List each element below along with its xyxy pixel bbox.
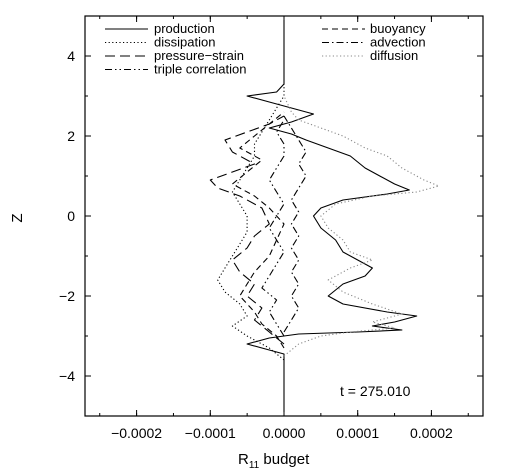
x-axis-title-base: R xyxy=(238,451,249,468)
legend-label: buoyancy xyxy=(370,21,426,36)
legend-label: production xyxy=(154,21,215,36)
legend-label: pressure−strain xyxy=(154,48,244,63)
x-axis-title-rest: budget xyxy=(259,451,310,468)
x-tick-label: 0.0002 xyxy=(410,425,453,441)
legend-label: advection xyxy=(370,35,426,50)
axis-ticks: −0.0002 −0.0001 0.0000 0.0001 0.0002 −4 −2 0 2 4 xyxy=(59,15,483,441)
legend-label: triple correlation xyxy=(154,62,247,77)
y-axis-title: Z xyxy=(9,213,26,222)
series-diffusion xyxy=(283,95,440,357)
series-lines xyxy=(209,20,440,412)
y-tick-label: −4 xyxy=(59,368,75,384)
y-tick-label: 0 xyxy=(67,208,75,224)
annotation-time: t = 275.010 xyxy=(340,383,411,399)
legend: productiondissipationpressure−straintrip… xyxy=(105,21,426,77)
series-dissipation xyxy=(217,84,285,361)
y-tick-label: 2 xyxy=(67,128,75,144)
x-tick-label: −0.0002 xyxy=(111,425,162,441)
x-tick-label: 0.0001 xyxy=(336,425,379,441)
series-production xyxy=(246,20,418,412)
series-pressure-strain xyxy=(209,115,285,345)
y-tick-label: 4 xyxy=(67,48,75,64)
series-buoyancy xyxy=(231,111,285,349)
x-axis-title: R11 budget xyxy=(238,451,310,471)
series-advection xyxy=(283,115,307,333)
x-tick-label: 0.0000 xyxy=(263,425,306,441)
series-triple-correlation xyxy=(261,119,285,337)
y-tick-label: −2 xyxy=(59,288,75,304)
legend-label: diffusion xyxy=(370,48,418,63)
x-tick-label: −0.0001 xyxy=(185,425,236,441)
x-axis-title-sub: 11 xyxy=(249,460,260,471)
legend-label: dissipation xyxy=(154,35,215,50)
